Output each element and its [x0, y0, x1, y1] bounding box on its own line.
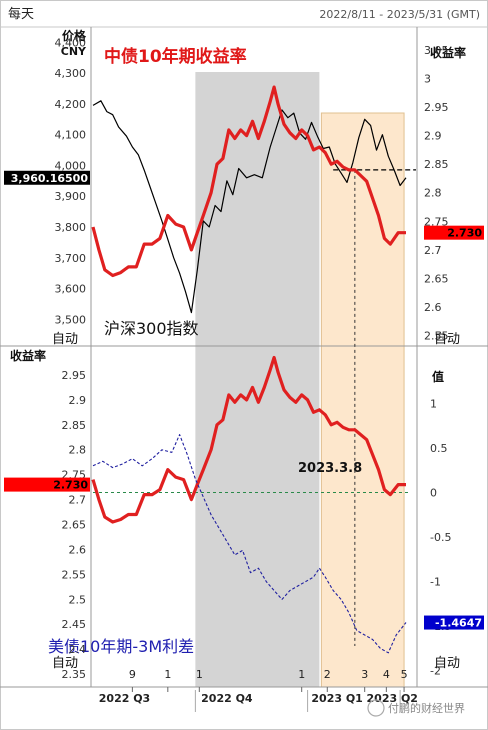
bottom-left-tick: 2.35 — [62, 668, 87, 681]
top-right-tick: 2.7 — [424, 244, 442, 257]
date-range-label: 2022/8/11 - 2023/5/31 (GMT) — [319, 8, 480, 21]
bottom-left-tick: 2.85 — [62, 419, 87, 432]
bottom-left-axis-label: 收益率 — [10, 348, 46, 363]
top-right-axis-label: 收益率 — [430, 45, 466, 60]
top-left-tick: 4,000 — [55, 159, 87, 172]
top-last-yield-label: 2.730 — [447, 227, 482, 240]
bottom-left-tick: 2.55 — [62, 568, 87, 581]
last-price-label: 3,960.16500 — [11, 172, 89, 185]
last-price-label-box — [4, 170, 90, 185]
x-month-tick: 2 — [324, 668, 331, 681]
top-left-tick: 4,200 — [55, 98, 87, 111]
top-right-tick: 2.65 — [424, 272, 449, 285]
china-yield-title: 中债10年期收益率 — [104, 46, 247, 67]
x-quarter-label: 2023 Q1 — [311, 692, 362, 705]
event-date-label: 2023.3.8 — [298, 461, 362, 476]
top-left-tick: 3,800 — [55, 221, 87, 234]
top-right-tick: 2.95 — [424, 101, 449, 114]
csi300-annotation: 沪深300指数 — [104, 319, 199, 338]
bottom-right-tick: -0.5 — [430, 531, 451, 544]
bottom-right-tick: -1 — [430, 576, 441, 589]
last-spread-label: -1.4647 — [435, 617, 482, 630]
auto-scale-right-bottom[interactable]: 自动 — [434, 656, 460, 671]
shaded-region-gray — [195, 72, 320, 687]
bottom-left-tick: 2.4 — [69, 643, 87, 656]
top-last-yield-label-box — [424, 225, 484, 240]
x-month-tick: 1 — [298, 668, 305, 681]
bottom-last-yield-label: 2.730 — [53, 479, 88, 492]
x-quarter-label: 2022 Q4 — [201, 692, 253, 705]
bottom-right-tick: -2 — [430, 665, 441, 678]
bottom-left-tick: 2.9 — [69, 394, 87, 407]
bottom-left-tick: 2.7 — [69, 494, 87, 507]
x-month-tick: 1 — [164, 668, 171, 681]
top-right-tick: 2.9 — [424, 130, 442, 143]
bottom-left-tick: 2.45 — [62, 618, 87, 631]
auto-scale-left-top[interactable]: 自动 — [52, 332, 78, 347]
bottom-last-yield-label-box — [4, 477, 90, 492]
x-month-tick: 5 — [401, 668, 408, 681]
bottom-right-tick: 0 — [430, 487, 437, 500]
top-left-axis-label: 价格 — [62, 28, 87, 43]
top-left-tick: 3,900 — [55, 190, 87, 203]
x-month-tick: 4 — [383, 668, 390, 681]
top-right-tick: 2.8 — [424, 187, 442, 200]
china-yield-line-top — [91, 85, 406, 278]
china-yield-line-bottom — [91, 355, 406, 524]
wechat-icon — [367, 699, 385, 717]
top-right-tick: 3.05 — [424, 44, 449, 57]
bottom-right-tick: 1 — [430, 397, 437, 410]
top-left-axis-unit: CNY — [61, 45, 87, 58]
x-month-tick: 1 — [196, 668, 203, 681]
bottom-left-tick: 2.65 — [62, 518, 87, 531]
x-quarter-label: 2023 Q2 — [367, 692, 418, 705]
top-right-tick: 2.85 — [424, 158, 449, 171]
top-right-tick: 2.55 — [424, 329, 449, 342]
frequency-label: 每天 — [8, 6, 34, 22]
spread-title: 美债10年期-3M利差 — [48, 637, 194, 656]
top-left-tick: 4,400 — [55, 36, 87, 49]
bottom-left-tick: 2.6 — [69, 543, 87, 556]
auto-scale-right-top[interactable]: 自动 — [434, 332, 460, 347]
x-quarter-label: 2022 Q3 — [99, 692, 150, 705]
top-right-tick: 3 — [424, 73, 431, 86]
top-right-tick: 2.75 — [424, 215, 449, 228]
bottom-right-axis-label: 值 — [432, 369, 444, 384]
spread-line — [92, 434, 407, 654]
top-left-tick: 4,100 — [55, 129, 87, 142]
top-left-tick: 3,500 — [55, 313, 87, 326]
auto-scale-left-bottom[interactable]: 自动 — [52, 656, 78, 671]
bottom-right-tick: 0.5 — [430, 442, 448, 455]
bottom-left-tick: 2.95 — [62, 369, 87, 382]
bottom-left-tick: 2.8 — [69, 444, 87, 457]
last-spread-label-box — [424, 615, 484, 630]
bottom-left-tick: 2.5 — [69, 593, 87, 606]
top-right-tick: 2.6 — [424, 301, 442, 314]
x-month-tick: 3 — [361, 668, 368, 681]
top-left-tick: 3,600 — [55, 283, 87, 296]
csi300-line — [92, 100, 407, 314]
top-left-tick: 3,700 — [55, 252, 87, 265]
shaded-region-orange — [320, 112, 405, 688]
watermark: 付鹏的财经世界 — [388, 701, 465, 715]
x-month-tick: 9 — [129, 668, 136, 681]
top-left-tick: 4,300 — [55, 67, 87, 80]
